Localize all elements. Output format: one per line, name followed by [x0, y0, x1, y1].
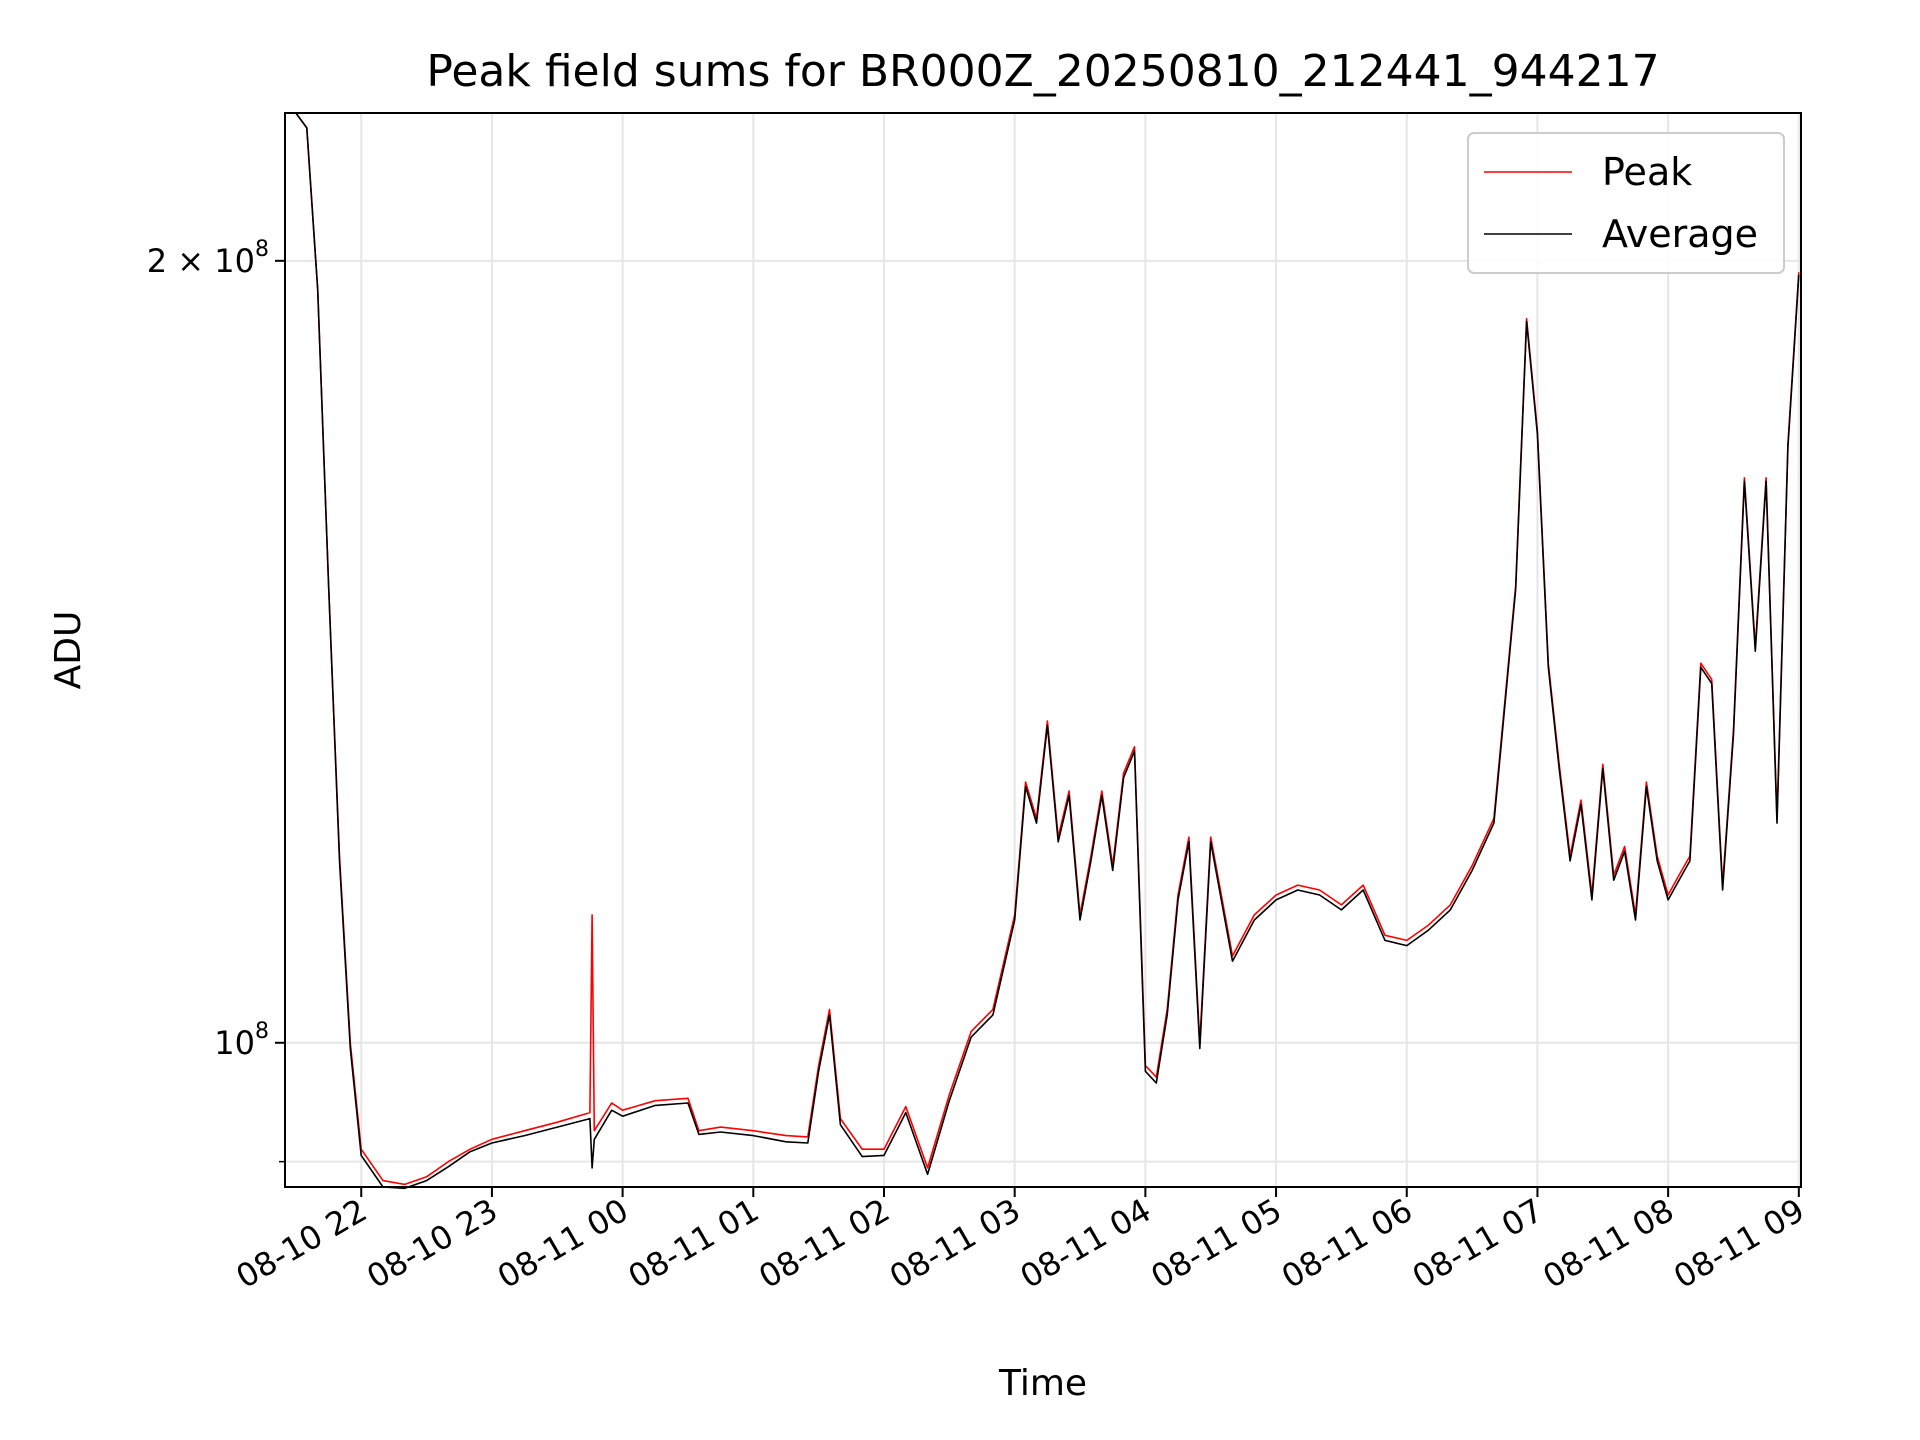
legend-label-peak: Peak [1602, 150, 1692, 194]
legend: Peak Average [1467, 132, 1785, 274]
legend-label-average: Average [1602, 212, 1758, 256]
series-layer [285, 112, 1800, 1190]
y-axis: 2 × 108 108 [147, 237, 285, 1163]
y-tick-label: 108 [214, 1019, 269, 1062]
plot-frame [284, 112, 1802, 1188]
chart-title: Peak field sums for BR000Z_20250810_2124… [426, 46, 1659, 97]
x-axis-label: Time [998, 1363, 1087, 1404]
y-tick-label: 2 × 108 [147, 237, 269, 280]
legend-box [1467, 132, 1785, 274]
series-line-average [285, 112, 1800, 1190]
grid [285, 113, 1801, 1187]
y-axis-label: ADU [48, 611, 89, 690]
series-line-peak [285, 112, 1800, 1186]
